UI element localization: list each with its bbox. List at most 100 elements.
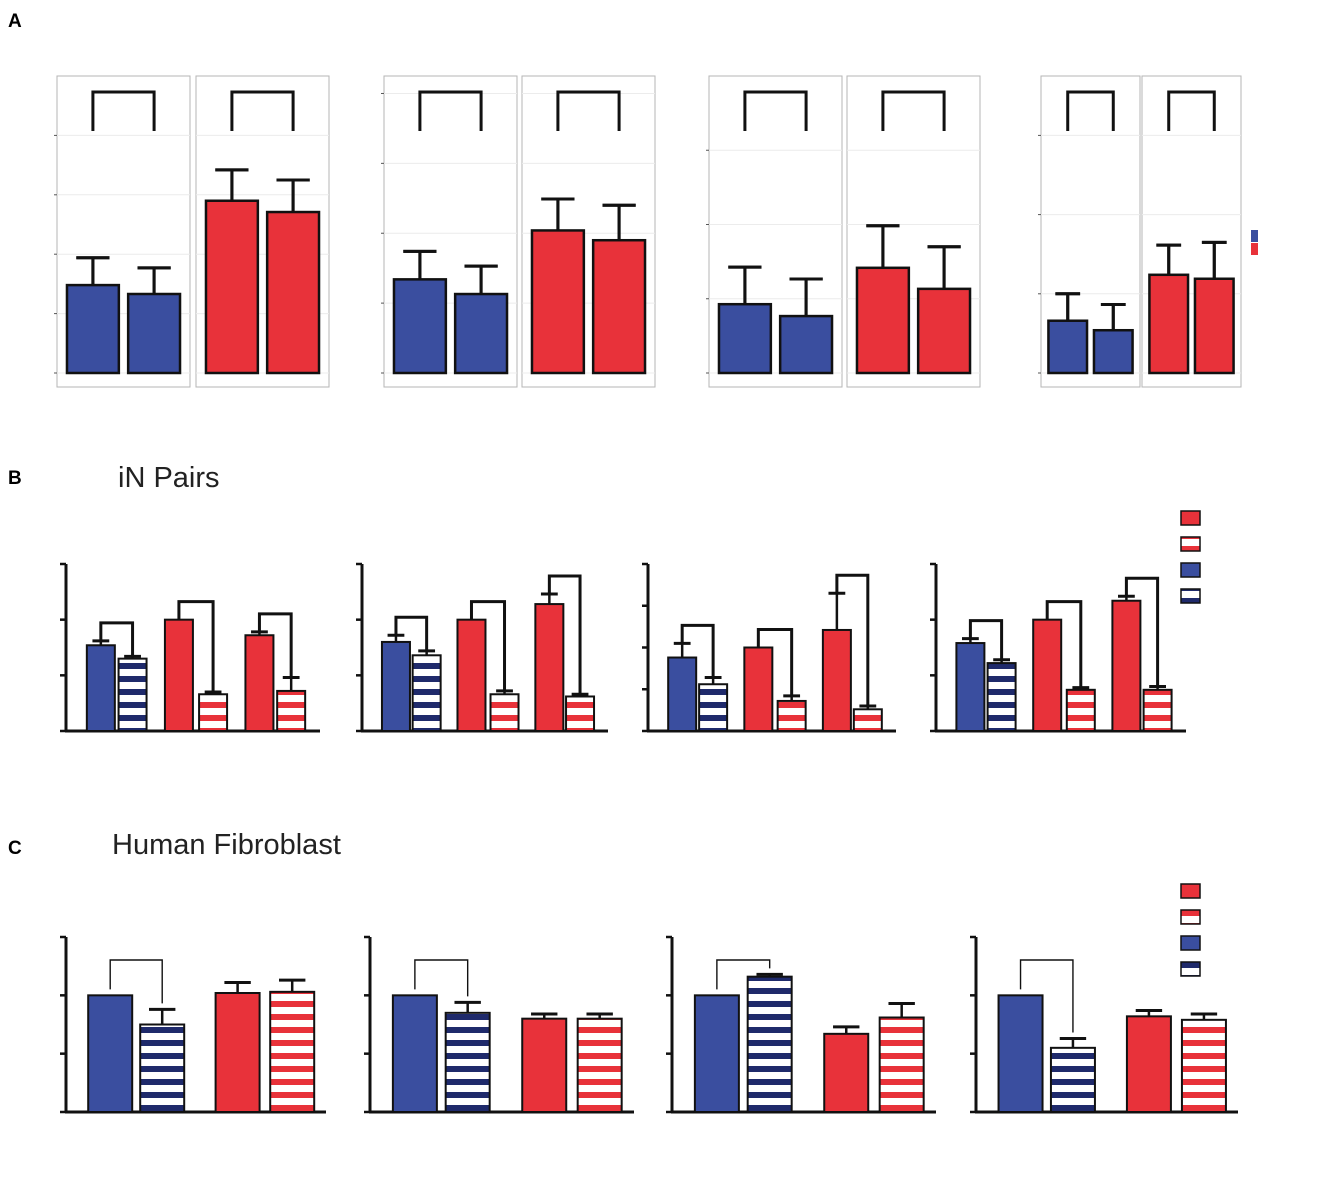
bar-control-male (667, 656, 698, 733)
bar-ad-male (746, 975, 793, 1114)
bar-ad-male (986, 662, 1017, 732)
bar-female-ctrl (530, 229, 586, 375)
legend-swatch (1180, 883, 1201, 899)
significance-bracket (177, 600, 215, 693)
facet-male (56, 75, 191, 388)
bar-control-female (244, 634, 275, 733)
bar-ad-female (1065, 688, 1096, 732)
bar-male-ad (126, 292, 182, 375)
bar-female-ad (265, 210, 321, 375)
bar-ad-male (1049, 1046, 1096, 1114)
bar-control-female (456, 618, 487, 733)
bar-ad-male (117, 657, 148, 733)
bar-ad-male (139, 1023, 186, 1113)
chart-b-arf1 (356, 562, 608, 733)
legend-swatch (1180, 562, 1201, 578)
significance-bracket (418, 90, 483, 131)
chart-a-arf1 (381, 75, 656, 388)
facet-female (846, 75, 981, 388)
facet-female (195, 75, 330, 388)
legend-groups (1180, 510, 1201, 604)
bar-male-ctrl (717, 302, 773, 375)
facet-male (708, 75, 843, 388)
facet-male (1040, 75, 1141, 388)
bar-male-ctrl (392, 278, 448, 375)
bar-control-male (955, 642, 986, 733)
significance-bracket (1045, 600, 1083, 688)
legend-sex (1251, 230, 1258, 255)
bar-control-female (743, 646, 774, 732)
charts-layer (54, 75, 1258, 1114)
facet-male (383, 75, 518, 388)
chart-a-gabarapl1 (706, 75, 981, 388)
legend-swatch (1180, 510, 1201, 526)
bar-female-ad (916, 287, 972, 375)
bar-control-female (1125, 1015, 1172, 1113)
bar-ad-female (276, 689, 307, 732)
bar-ad-female (576, 1017, 623, 1114)
chart-c-gabarapl1 (666, 935, 936, 1114)
significance-bracket (469, 600, 507, 691)
significance-bracket (257, 612, 293, 678)
chart-c-actb (970, 883, 1238, 1114)
significance-bracket (394, 615, 429, 651)
facet-female (521, 75, 656, 388)
significance-bracket (743, 90, 808, 131)
bar-ad-female (1180, 1018, 1227, 1113)
significance-bracket (680, 623, 715, 678)
bar-control-male (693, 994, 740, 1113)
bar-control-male (380, 640, 411, 733)
legend-swatch (1180, 961, 1201, 977)
panel-c-label: C (8, 838, 22, 859)
significance-bracket (1124, 576, 1160, 687)
bar-ad-female (852, 708, 883, 732)
bar-female-ctrl (1148, 273, 1190, 375)
panel-b-label: B (8, 468, 22, 489)
bar-ad-female (878, 1016, 925, 1113)
significance-bracket (716, 959, 771, 990)
bar-male-ad (453, 292, 509, 375)
legend-swatch (1180, 909, 1201, 925)
significance-bracket (756, 628, 794, 696)
chart-b-gabarapl1 (642, 562, 896, 733)
bar-control-male (391, 994, 438, 1113)
significance-bracket (547, 574, 582, 695)
chart-a-vcp (54, 75, 330, 388)
bar-ad-male (411, 654, 442, 732)
bar-ad-male (698, 683, 729, 732)
bar-male-ad (778, 314, 834, 375)
bar-male-ctrl (65, 283, 121, 375)
significance-bracket (968, 619, 1004, 660)
chart-c-arf1 (364, 935, 634, 1114)
bar-male-ctrl (1047, 319, 1089, 375)
bar-ad-male (444, 1011, 491, 1113)
bar-control-female (534, 603, 565, 733)
bar-female-ctrl (204, 199, 260, 375)
significance-bracket (1066, 90, 1115, 131)
chart-a-actb (1038, 75, 1258, 388)
bar-ad-female (565, 695, 596, 733)
bar-female-ctrl (855, 266, 911, 375)
significance-bracket (556, 90, 621, 131)
bar-control-male (85, 644, 116, 732)
legend-swatch (1180, 935, 1201, 951)
significance-bracket (1019, 959, 1074, 1033)
bar-control-female (521, 1017, 568, 1114)
bar-control-female (823, 1032, 870, 1114)
legend-swatch (1180, 588, 1201, 604)
chart-b-vcp (60, 562, 320, 733)
legend-swatch (1180, 536, 1201, 552)
bar-control-female (1032, 618, 1063, 733)
significance-bracket (414, 959, 469, 997)
bar-control-female (1111, 599, 1142, 732)
bar-control-female (821, 628, 852, 733)
bar-female-ad (1193, 277, 1235, 375)
facet-female (1141, 75, 1242, 388)
legend-swatch-male (1251, 230, 1258, 242)
bar-ad-female (269, 990, 316, 1113)
chart-b-actb (930, 510, 1201, 733)
significance-bracket (230, 90, 295, 131)
significance-bracket (835, 573, 870, 706)
bar-ad-female (776, 699, 807, 733)
